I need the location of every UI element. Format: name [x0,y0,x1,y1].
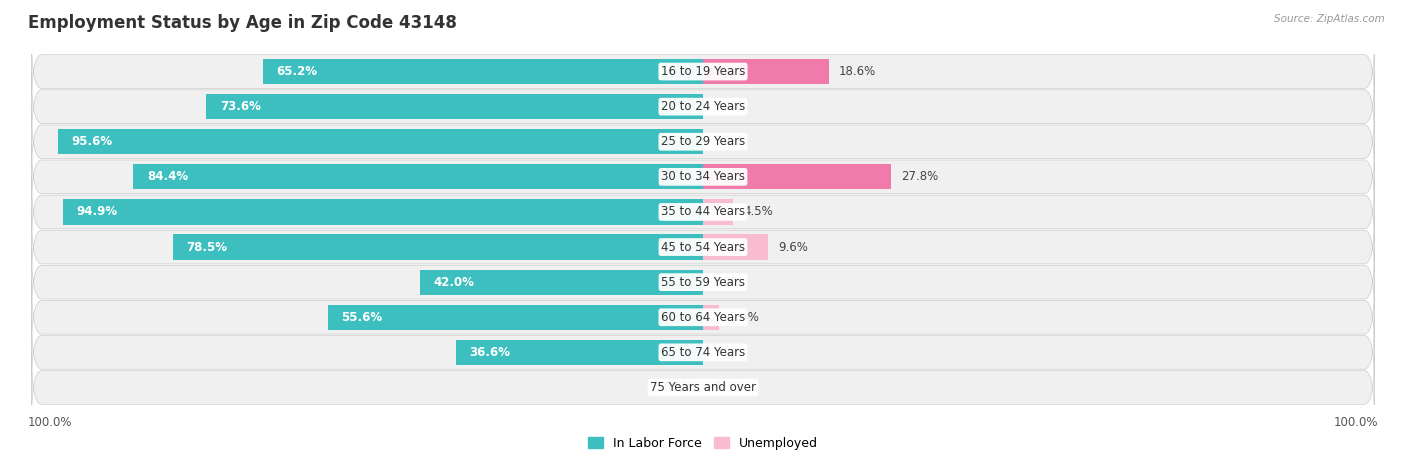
Text: 2.4%: 2.4% [730,311,759,324]
Legend: In Labor Force, Unemployed: In Labor Force, Unemployed [583,432,823,450]
Text: 75 Years and over: 75 Years and over [650,381,756,394]
Bar [207,94,703,119]
Text: 0.0%: 0.0% [713,381,742,394]
Text: 55 to 59 Years: 55 to 59 Years [661,276,745,288]
Bar [703,305,720,330]
Text: 73.6%: 73.6% [219,100,260,113]
FancyBboxPatch shape [31,71,1375,143]
Bar [263,59,703,84]
Text: 100.0%: 100.0% [1333,417,1378,429]
Text: Source: ZipAtlas.com: Source: ZipAtlas.com [1274,14,1385,23]
FancyBboxPatch shape [31,246,1375,318]
Bar [456,340,703,365]
Bar [62,199,703,225]
Text: 16 to 19 Years: 16 to 19 Years [661,65,745,78]
Text: 25 to 29 Years: 25 to 29 Years [661,135,745,148]
Bar [58,129,703,154]
Bar [134,164,703,189]
FancyBboxPatch shape [31,176,1375,248]
FancyBboxPatch shape [31,316,1375,388]
Text: Employment Status by Age in Zip Code 43148: Employment Status by Age in Zip Code 431… [28,14,457,32]
Bar [703,234,768,260]
FancyBboxPatch shape [31,141,1375,213]
Text: 45 to 54 Years: 45 to 54 Years [661,241,745,253]
Text: 0.0%: 0.0% [713,346,742,359]
Text: 55.6%: 55.6% [342,311,382,324]
Bar [419,270,703,295]
Text: 0.0%: 0.0% [713,276,742,288]
FancyBboxPatch shape [31,106,1375,178]
Text: 20 to 24 Years: 20 to 24 Years [661,100,745,113]
Text: 42.0%: 42.0% [433,276,474,288]
Bar [703,59,828,84]
Text: 18.6%: 18.6% [838,65,876,78]
Bar [703,164,890,189]
Text: 100.0%: 100.0% [28,417,73,429]
Text: 60 to 64 Years: 60 to 64 Years [661,311,745,324]
FancyBboxPatch shape [31,281,1375,353]
Text: 36.6%: 36.6% [470,346,510,359]
Text: 65 to 74 Years: 65 to 74 Years [661,346,745,359]
Text: 65.2%: 65.2% [277,65,318,78]
Text: 0.0%: 0.0% [664,381,693,394]
Bar [703,199,734,225]
Text: 27.8%: 27.8% [901,171,938,183]
Text: 35 to 44 Years: 35 to 44 Years [661,206,745,218]
FancyBboxPatch shape [31,211,1375,283]
FancyBboxPatch shape [31,351,1375,423]
Text: 0.0%: 0.0% [713,135,742,148]
Text: 78.5%: 78.5% [187,241,228,253]
FancyBboxPatch shape [31,36,1375,108]
Text: 0.0%: 0.0% [713,100,742,113]
Text: 84.4%: 84.4% [146,171,188,183]
Text: 9.6%: 9.6% [778,241,808,253]
Bar [173,234,703,260]
Text: 94.9%: 94.9% [76,206,117,218]
Text: 95.6%: 95.6% [72,135,112,148]
Text: 4.5%: 4.5% [744,206,773,218]
Bar [328,305,703,330]
Text: 30 to 34 Years: 30 to 34 Years [661,171,745,183]
